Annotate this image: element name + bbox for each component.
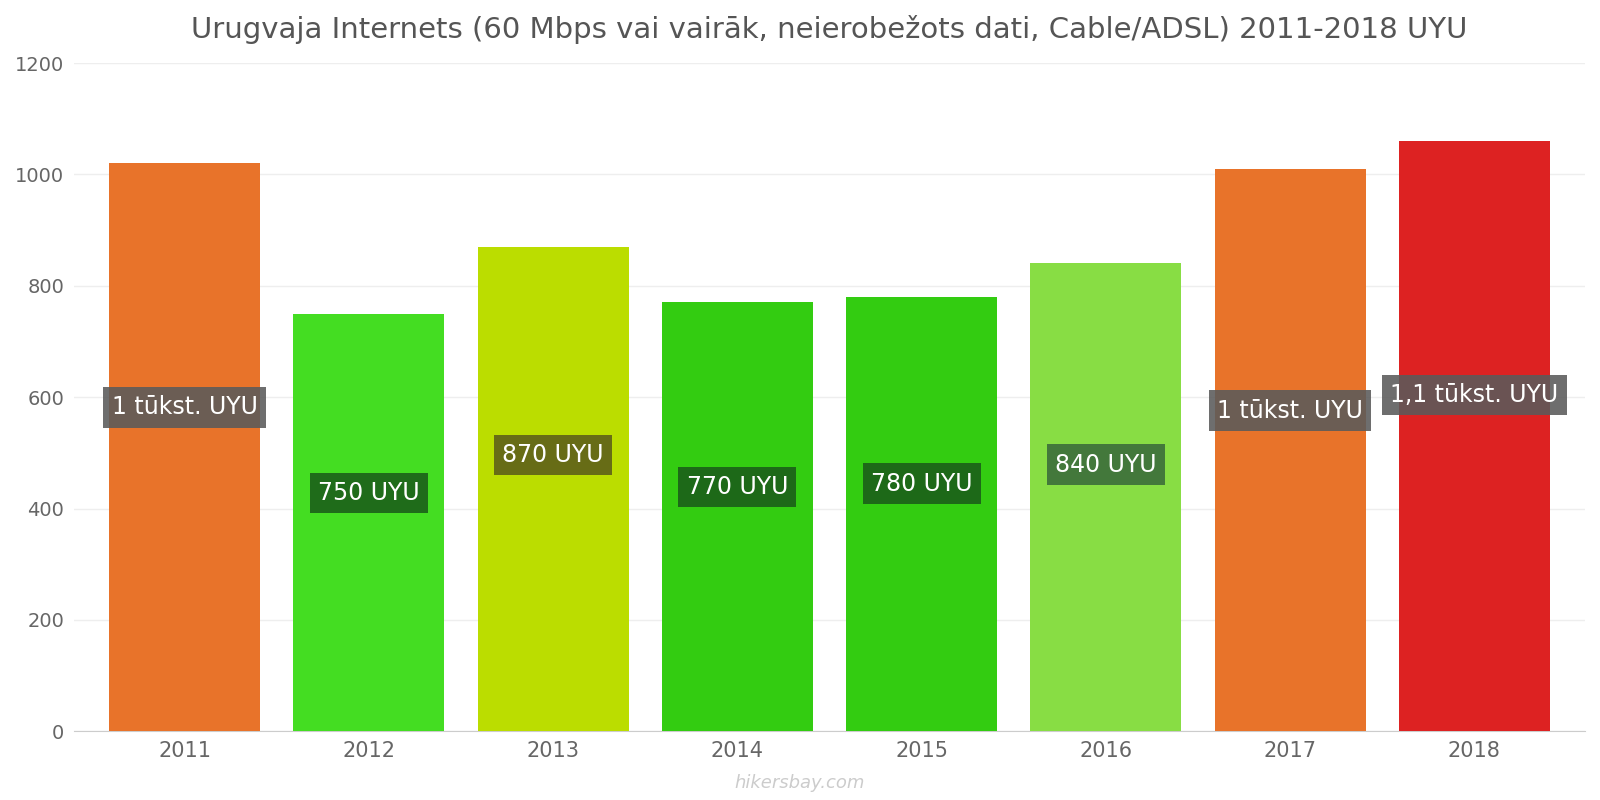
Bar — [293, 314, 445, 731]
Text: 750 UYU: 750 UYU — [318, 482, 419, 506]
Bar — [109, 163, 261, 731]
Bar — [846, 297, 997, 731]
Bar — [662, 302, 813, 731]
Text: 840 UYU: 840 UYU — [1054, 453, 1157, 477]
Bar — [1214, 169, 1366, 731]
Text: 1,1 tūkst. UYU: 1,1 tūkst. UYU — [1390, 382, 1558, 406]
Text: 1 tūkst. UYU: 1 tūkst. UYU — [112, 395, 258, 419]
Bar — [1398, 141, 1550, 731]
Bar — [477, 246, 629, 731]
Text: hikersbay.com: hikersbay.com — [734, 774, 866, 792]
Text: 770 UYU: 770 UYU — [686, 475, 789, 499]
Title: Urugvaja Internets (60 Mbps vai vairāk, neierobežots dati, Cable/ADSL) 2011-2018: Urugvaja Internets (60 Mbps vai vairāk, … — [192, 15, 1467, 44]
Text: 870 UYU: 870 UYU — [502, 443, 603, 467]
Bar — [1030, 263, 1181, 731]
Text: 1 tūkst. UYU: 1 tūkst. UYU — [1218, 398, 1363, 422]
Text: 780 UYU: 780 UYU — [870, 472, 973, 496]
